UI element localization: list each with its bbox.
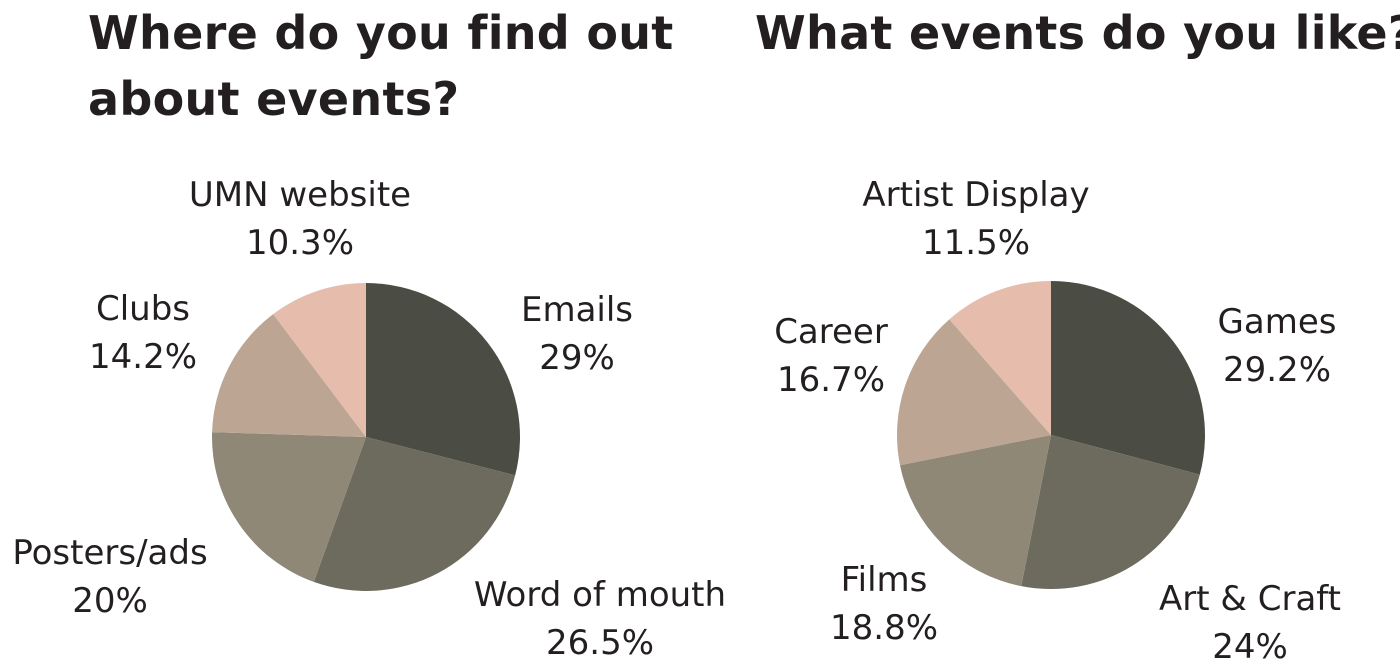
slice-label-value: 26.5% — [545, 623, 655, 663]
slice-label-films: Films 18.8% — [830, 556, 938, 652]
slice-label-name: Art & Craft — [1159, 579, 1341, 619]
pie-slice-films — [899, 435, 1051, 587]
slice-label-value: 10.3% — [245, 223, 354, 263]
slice-label-career: Career 16.7% — [774, 308, 888, 404]
slice-label-word-of-mouth: Word of mouth 26.5% — [474, 571, 726, 667]
slice-label-value: 29% — [539, 338, 615, 378]
slice-label-name: Games — [1217, 302, 1337, 342]
pie-slice-artist-display — [949, 281, 1051, 435]
pie-slice-emails — [366, 283, 520, 476]
slice-label-name: Posters/ads — [12, 533, 208, 573]
slice-label-art-craft: Art & Craft 24% — [1159, 575, 1341, 671]
chart-title-event-sources: Where do you find out about events? — [88, 6, 674, 126]
slice-label-games: Games 29.2% — [1218, 298, 1337, 394]
slice-label-value: 18.8% — [829, 608, 939, 648]
pie-slice-umn-website — [273, 283, 366, 437]
pie-slice-posters-ads — [212, 432, 366, 582]
slice-label-value: 24% — [1212, 627, 1288, 667]
slice-label-value: 11.5% — [921, 223, 1031, 263]
pie-slice-art-and-craft — [1021, 435, 1200, 589]
pie-slice-career — [896, 319, 1051, 466]
slice-label-name: Career — [774, 312, 888, 352]
slice-label-value: 29.2% — [1222, 350, 1331, 390]
slice-label-name: Artist Display — [862, 175, 1090, 215]
pie-slice-games — [1051, 281, 1205, 475]
pie-slice-clubs — [212, 314, 366, 437]
pie-chart-event-preferences — [896, 281, 1205, 589]
pie-slice-word-of-mouth — [313, 437, 516, 592]
slice-label-name: Word of mouth — [473, 575, 727, 615]
pie-chart-event-sources — [212, 283, 520, 592]
slice-label-emails: Emails 29% — [521, 286, 633, 382]
slice-label-name: UMN website — [188, 175, 412, 215]
slice-label-value: 14.2% — [88, 337, 198, 377]
slice-label-umn-website: UMN website 10.3% — [189, 171, 411, 267]
slice-label-posters-ads: Posters/ads 20% — [12, 529, 207, 625]
slice-label-value: 20% — [72, 581, 148, 621]
slice-label-artist-display: Artist Display 11.5% — [862, 171, 1089, 267]
chart-title-event-preferences: What events do you like? — [755, 6, 1400, 60]
slice-label-name: Clubs — [95, 289, 191, 329]
slice-label-value: 16.7% — [776, 360, 885, 400]
slice-label-name: Emails — [520, 290, 634, 330]
slice-label-clubs: Clubs 14.2% — [89, 285, 197, 381]
slice-label-name: Films — [840, 560, 928, 600]
